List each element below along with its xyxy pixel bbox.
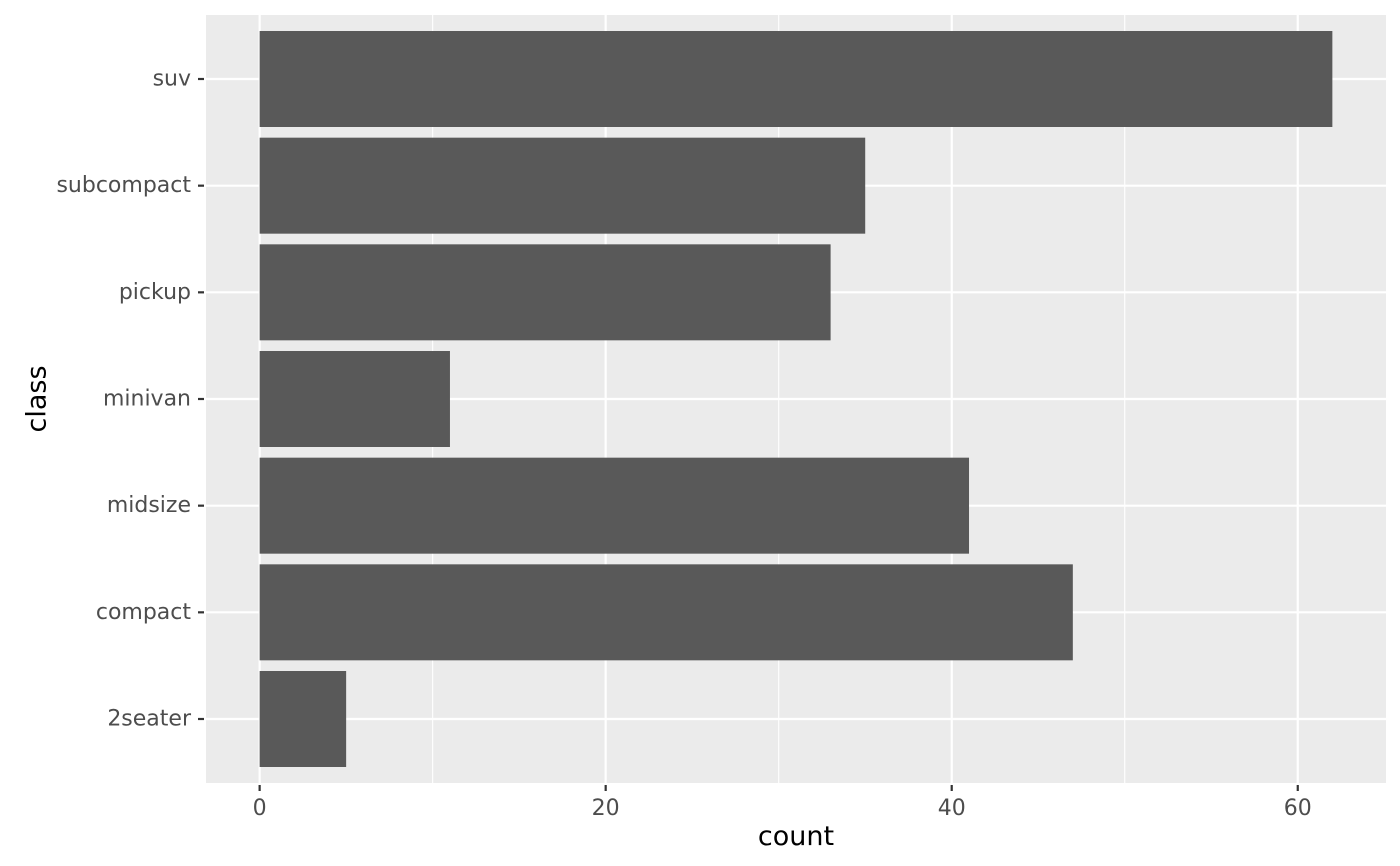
x-tick-label: 40 [938, 796, 966, 821]
y-tick-label: 2seater [107, 707, 192, 732]
bar-midsize [259, 457, 970, 554]
x-tick-label: 60 [1284, 796, 1312, 821]
x-axis: 0 20 40 60 [253, 785, 1312, 821]
bar-subcompact [259, 137, 866, 234]
x-axis-title: count [758, 821, 834, 852]
bars [259, 31, 1333, 767]
bar-pickup [259, 244, 831, 341]
y-tick-label: subcompact [56, 173, 191, 198]
x-tick-label: 0 [253, 796, 267, 821]
y-tick-label: compact [96, 600, 192, 625]
bar-suv [259, 31, 1333, 127]
bar-compact [259, 564, 1073, 661]
y-tick-label: minivan [103, 387, 191, 412]
y-tick-label: pickup [119, 280, 191, 305]
bar-2seater [259, 671, 347, 767]
bar-minivan [259, 351, 450, 447]
y-tick-label: midsize [107, 493, 191, 518]
y-axis: 2seater compact midsize minivan pickup subcom… [56, 67, 204, 732]
y-tick-label: suv [153, 67, 191, 92]
y-axis-title: class [22, 365, 53, 432]
x-tick-label: 20 [592, 796, 620, 821]
